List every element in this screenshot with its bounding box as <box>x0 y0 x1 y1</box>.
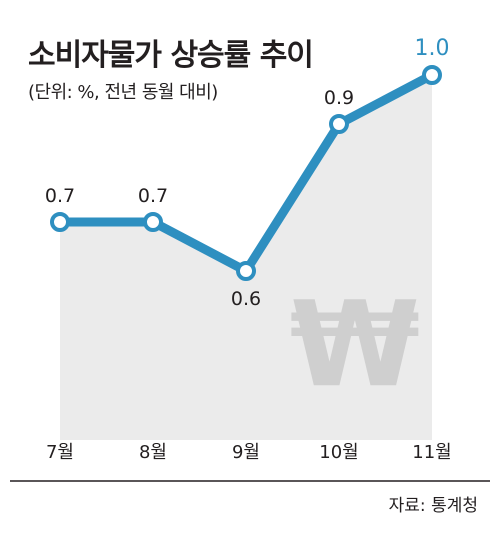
x-tick-layer: 7월 8월 9월 10월 11월 <box>46 442 452 463</box>
svg-text:₩: ₩ <box>290 275 420 413</box>
data-point <box>143 212 163 232</box>
area-fill-layer <box>60 75 432 440</box>
x-tick-label: 9월 <box>232 442 260 463</box>
data-label: 0.9 <box>324 87 354 109</box>
won-sign-icon: ₩ <box>290 275 420 413</box>
data-label: 1.0 <box>415 36 450 61</box>
x-tick-label: 11월 <box>412 442 451 463</box>
data-point <box>422 65 442 85</box>
source-note: 자료: 통계청 <box>388 496 478 516</box>
data-point <box>236 261 256 281</box>
data-label-layer: 0.7 0.7 0.6 0.9 1.0 <box>45 36 450 310</box>
x-tick-label: 8월 <box>139 442 167 463</box>
data-label: 0.7 <box>138 185 168 207</box>
data-point <box>50 212 70 232</box>
x-tick-label: 10월 <box>319 442 358 463</box>
data-point-layer <box>50 65 442 281</box>
area-fill <box>60 75 432 440</box>
x-tick-label: 7월 <box>46 442 74 463</box>
chart-title: 소비자물가 상승률 추이 <box>28 38 314 73</box>
data-label: 0.6 <box>231 288 261 310</box>
chart-subtitle: (단위: %, 전년 동월 대비) <box>28 82 218 103</box>
data-label: 0.7 <box>45 185 75 207</box>
data-point <box>329 114 349 134</box>
